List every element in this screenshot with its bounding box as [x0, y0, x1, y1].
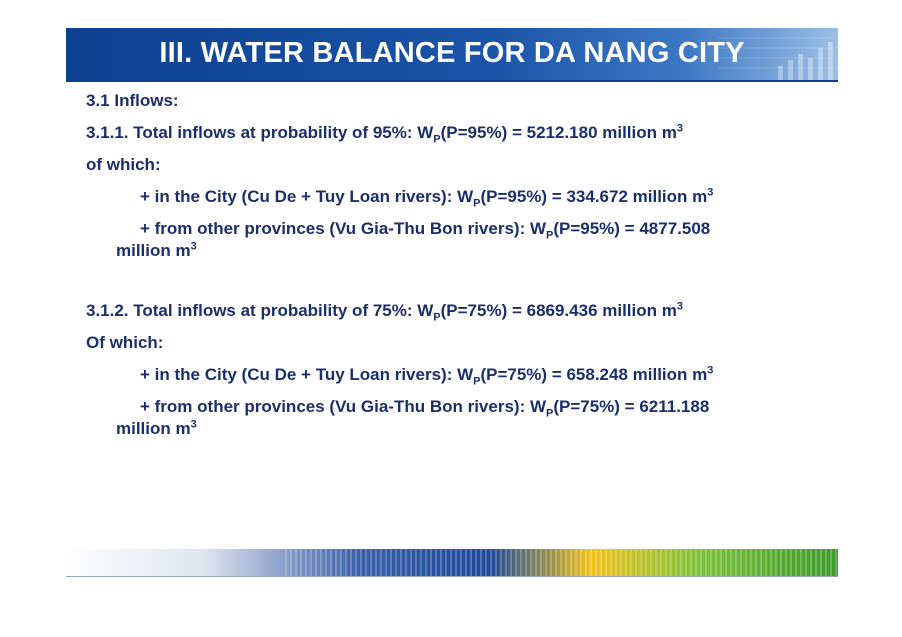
- section-heading: 3.1 Inflows:: [86, 91, 179, 110]
- slide-body: 3.1 Inflows: 3.1.1. Total inflows at pro…: [86, 90, 826, 440]
- of-which-75: Of which:: [86, 333, 164, 352]
- spacer: [86, 272, 826, 300]
- heading-95: 3.1.1. Total inflows at probability of 9…: [86, 122, 683, 146]
- city-inflow-95: + in the City (Cu De + Tuy Loan rivers):…: [140, 186, 714, 210]
- city-inflow-75: + in the City (Cu De + Tuy Loan rivers):…: [140, 364, 714, 388]
- footer-rule: [66, 576, 838, 577]
- title-underline: [66, 80, 838, 82]
- of-which-95: of which:: [86, 155, 161, 174]
- bar-chart-decoration-icon: [718, 37, 838, 80]
- province-inflow-75-cont: million m3: [116, 418, 197, 438]
- province-inflow-95-cont: million m3: [116, 240, 197, 260]
- province-inflow-95: + from other provinces (Vu Gia-Thu Bon r…: [140, 219, 711, 242]
- heading-75: 3.1.2. Total inflows at probability of 7…: [86, 300, 683, 324]
- slide-title: III. WATER BALANCE FOR DA NANG CITY: [159, 37, 745, 69]
- title-bar: III. WATER BALANCE FOR DA NANG CITY: [66, 28, 838, 80]
- province-inflow-75: + from other provinces (Vu Gia-Thu Bon r…: [140, 397, 710, 420]
- footer-decoration-band: [66, 549, 838, 577]
